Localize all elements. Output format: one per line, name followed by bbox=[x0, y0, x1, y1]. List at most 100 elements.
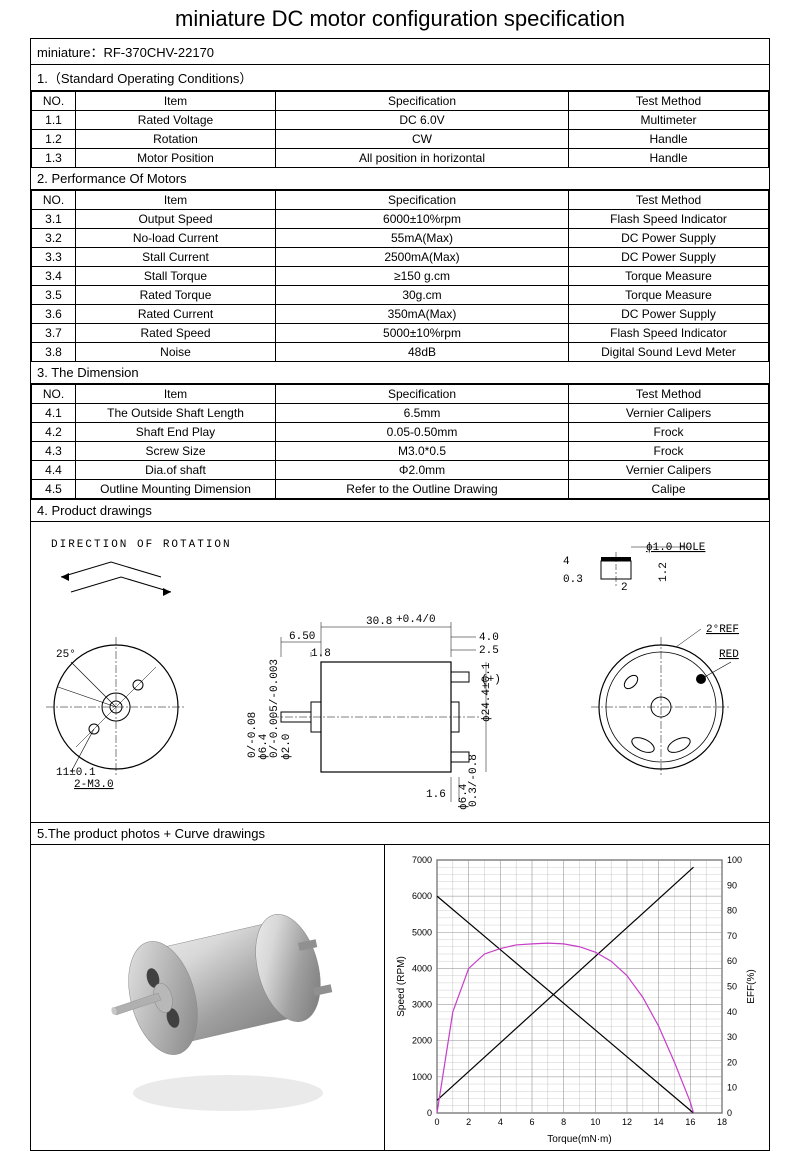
svg-text:2°REF: 2°REF bbox=[706, 624, 739, 636]
svg-text:18: 18 bbox=[717, 1117, 727, 1127]
svg-text:50: 50 bbox=[727, 981, 737, 991]
svg-text:20: 20 bbox=[727, 1057, 737, 1067]
section4-header: 4. Product drawings bbox=[31, 499, 769, 522]
svg-text:1.6: 1.6 bbox=[426, 789, 446, 801]
svg-text:1.2: 1.2 bbox=[658, 562, 670, 582]
photos-and-chart: 0246810121416180100020003000400050006000… bbox=[31, 845, 769, 1150]
product-photo bbox=[31, 845, 385, 1150]
front-view: 25° 11±0.1 2-M3.0 bbox=[46, 637, 186, 791]
svg-text:10: 10 bbox=[727, 1082, 737, 1092]
table-row: 4.2Shaft End Play0.05-0.50mmFrock bbox=[32, 423, 769, 442]
col-no: NO. bbox=[32, 385, 76, 404]
rear-view: RED 2°REF bbox=[591, 624, 739, 777]
svg-text:70: 70 bbox=[727, 930, 737, 940]
page-title: miniature DC motor configuration specifi… bbox=[0, 0, 800, 38]
svg-text:2-M3.0: 2-M3.0 bbox=[74, 779, 114, 791]
hole-detail: ϕ1.0 HOLE 4 0.3 2 1.2 bbox=[563, 542, 706, 594]
table-row: 4.4Dia.of shaftΦ2.0mmVernier Calipers bbox=[32, 461, 769, 480]
table-row: 3.5Rated Torque30g.cmTorque Measure bbox=[32, 286, 769, 305]
section3-header: 3. The Dimension bbox=[31, 362, 769, 384]
col-spec: Specification bbox=[276, 385, 569, 404]
section1-table: NO. Item Specification Test Method 1.1Ra… bbox=[31, 91, 769, 168]
section5-header: 5.The product photos + Curve drawings bbox=[31, 822, 769, 845]
svg-text:6.50: 6.50 bbox=[289, 631, 315, 643]
svg-text:+0.4/0: +0.4/0 bbox=[396, 614, 436, 626]
section1-header: 1.（Standard Operating Conditions） bbox=[31, 65, 769, 91]
svg-text:2000: 2000 bbox=[412, 1035, 432, 1045]
svg-text:3000: 3000 bbox=[412, 999, 432, 1009]
chart-svg: 0246810121416180100020003000400050006000… bbox=[392, 848, 762, 1148]
svg-text:0.3/-0.8: 0.3/-0.8 bbox=[468, 754, 480, 807]
svg-text:ϕ1.0 HOLE: ϕ1.0 HOLE bbox=[646, 542, 706, 554]
table-row: 3.3Stall Current2500mA(Max)DC Power Supp… bbox=[32, 248, 769, 267]
svg-text:11±0.1: 11±0.1 bbox=[56, 767, 96, 779]
svg-text:10: 10 bbox=[590, 1117, 600, 1127]
section3-table: NO. Item Specification Test Method 4.1Th… bbox=[31, 384, 769, 499]
svg-text:2: 2 bbox=[621, 582, 628, 594]
table-row: 3.6Rated Current350mA(Max)DC Power Suppl… bbox=[32, 305, 769, 324]
table-row: 1.1Rated VoltageDC 6.0VMultimeter bbox=[32, 111, 769, 130]
svg-text:Speed (RPM): Speed (RPM) bbox=[396, 956, 407, 1017]
svg-text:30.8: 30.8 bbox=[366, 616, 392, 628]
svg-text:1000: 1000 bbox=[412, 1071, 432, 1081]
table-row: 4.1The Outside Shaft Length6.5mmVernier … bbox=[32, 404, 769, 423]
svg-text:EFF(%): EFF(%) bbox=[746, 969, 757, 1003]
col-item: Item bbox=[76, 191, 276, 210]
svg-text:0.3: 0.3 bbox=[563, 574, 583, 586]
svg-text:4: 4 bbox=[498, 1117, 503, 1127]
table-row: 3.7Rated Speed5000±10%rpmFlash Speed Ind… bbox=[32, 324, 769, 343]
svg-text:0: 0 bbox=[727, 1108, 732, 1118]
svg-text:5000: 5000 bbox=[412, 927, 432, 937]
svg-text:0/-0.08: 0/-0.08 bbox=[247, 712, 259, 758]
svg-text:2: 2 bbox=[466, 1117, 471, 1127]
svg-text:25°: 25° bbox=[56, 649, 76, 661]
svg-text:8: 8 bbox=[561, 1117, 566, 1127]
svg-text:16: 16 bbox=[685, 1117, 695, 1127]
svg-text:0/-0.005/-0.003: 0/-0.005/-0.003 bbox=[269, 659, 281, 758]
col-spec: Specification bbox=[276, 92, 569, 111]
svg-text:14: 14 bbox=[654, 1117, 664, 1127]
table-row: 1.3Motor PositionAll position in horizon… bbox=[32, 149, 769, 168]
spec-sheet: miniature：RF-370CHV-22170 1.（Standard Op… bbox=[30, 38, 770, 1151]
svg-text:ϕ24.4±0.1: ϕ24.4±0.1 bbox=[481, 662, 493, 722]
section2-header: 2. Performance Of Motors bbox=[31, 168, 769, 190]
col-item: Item bbox=[76, 92, 276, 111]
side-view: 6.50 30.8 +0.4/0 1.8 4.0 2.5 (+) ϕ24.4±0… bbox=[247, 614, 501, 810]
svg-text:ϕ2.0: ϕ2.0 bbox=[281, 734, 293, 760]
table-row: 3.4Stall Torque≥150 g.cmTorque Measure bbox=[32, 267, 769, 286]
table-row: 1.2RotationCWHandle bbox=[32, 130, 769, 149]
svg-text:12: 12 bbox=[622, 1117, 632, 1127]
svg-text:2.5: 2.5 bbox=[479, 645, 499, 657]
svg-text:0: 0 bbox=[427, 1108, 432, 1118]
svg-text:ϕ6.4: ϕ6.4 bbox=[258, 733, 270, 760]
svg-text:6: 6 bbox=[530, 1117, 535, 1127]
col-no: NO. bbox=[32, 191, 76, 210]
motor-photo-svg bbox=[38, 853, 378, 1143]
table-row: 3.2No-load Current55mA(Max)DC Power Supp… bbox=[32, 229, 769, 248]
drawings-svg: DIRECTION OF ROTATION 25° bbox=[31, 522, 767, 822]
table-row: 4.3Screw SizeM3.0*0.5Frock bbox=[32, 442, 769, 461]
col-method: Test Method bbox=[569, 385, 769, 404]
svg-text:100: 100 bbox=[727, 855, 742, 865]
section2-table: NO. Item Specification Test Method 3.1Ou… bbox=[31, 190, 769, 362]
svg-text:90: 90 bbox=[727, 880, 737, 890]
col-method: Test Method bbox=[569, 92, 769, 111]
svg-text:Torque(mN·m): Torque(mN·m) bbox=[547, 1134, 611, 1145]
svg-text:4.0: 4.0 bbox=[479, 632, 499, 644]
rotation-label: DIRECTION OF ROTATION bbox=[51, 539, 232, 551]
svg-text:30: 30 bbox=[727, 1032, 737, 1042]
col-spec: Specification bbox=[276, 191, 569, 210]
col-item: Item bbox=[76, 385, 276, 404]
col-no: NO. bbox=[32, 92, 76, 111]
svg-text:0: 0 bbox=[435, 1117, 440, 1127]
svg-text:60: 60 bbox=[727, 956, 737, 966]
performance-chart: 0246810121416180100020003000400050006000… bbox=[385, 845, 769, 1150]
table-row: 4.5Outline Mounting DimensionRefer to th… bbox=[32, 480, 769, 499]
svg-text:RED: RED bbox=[719, 649, 739, 661]
model-row: miniature：RF-370CHV-22170 bbox=[31, 39, 769, 65]
svg-text:7000: 7000 bbox=[412, 855, 432, 865]
svg-text:1.8: 1.8 bbox=[311, 648, 331, 660]
svg-text:40: 40 bbox=[727, 1006, 737, 1016]
table-row: 3.1Output Speed6000±10%rpmFlash Speed In… bbox=[32, 210, 769, 229]
col-method: Test Method bbox=[569, 191, 769, 210]
